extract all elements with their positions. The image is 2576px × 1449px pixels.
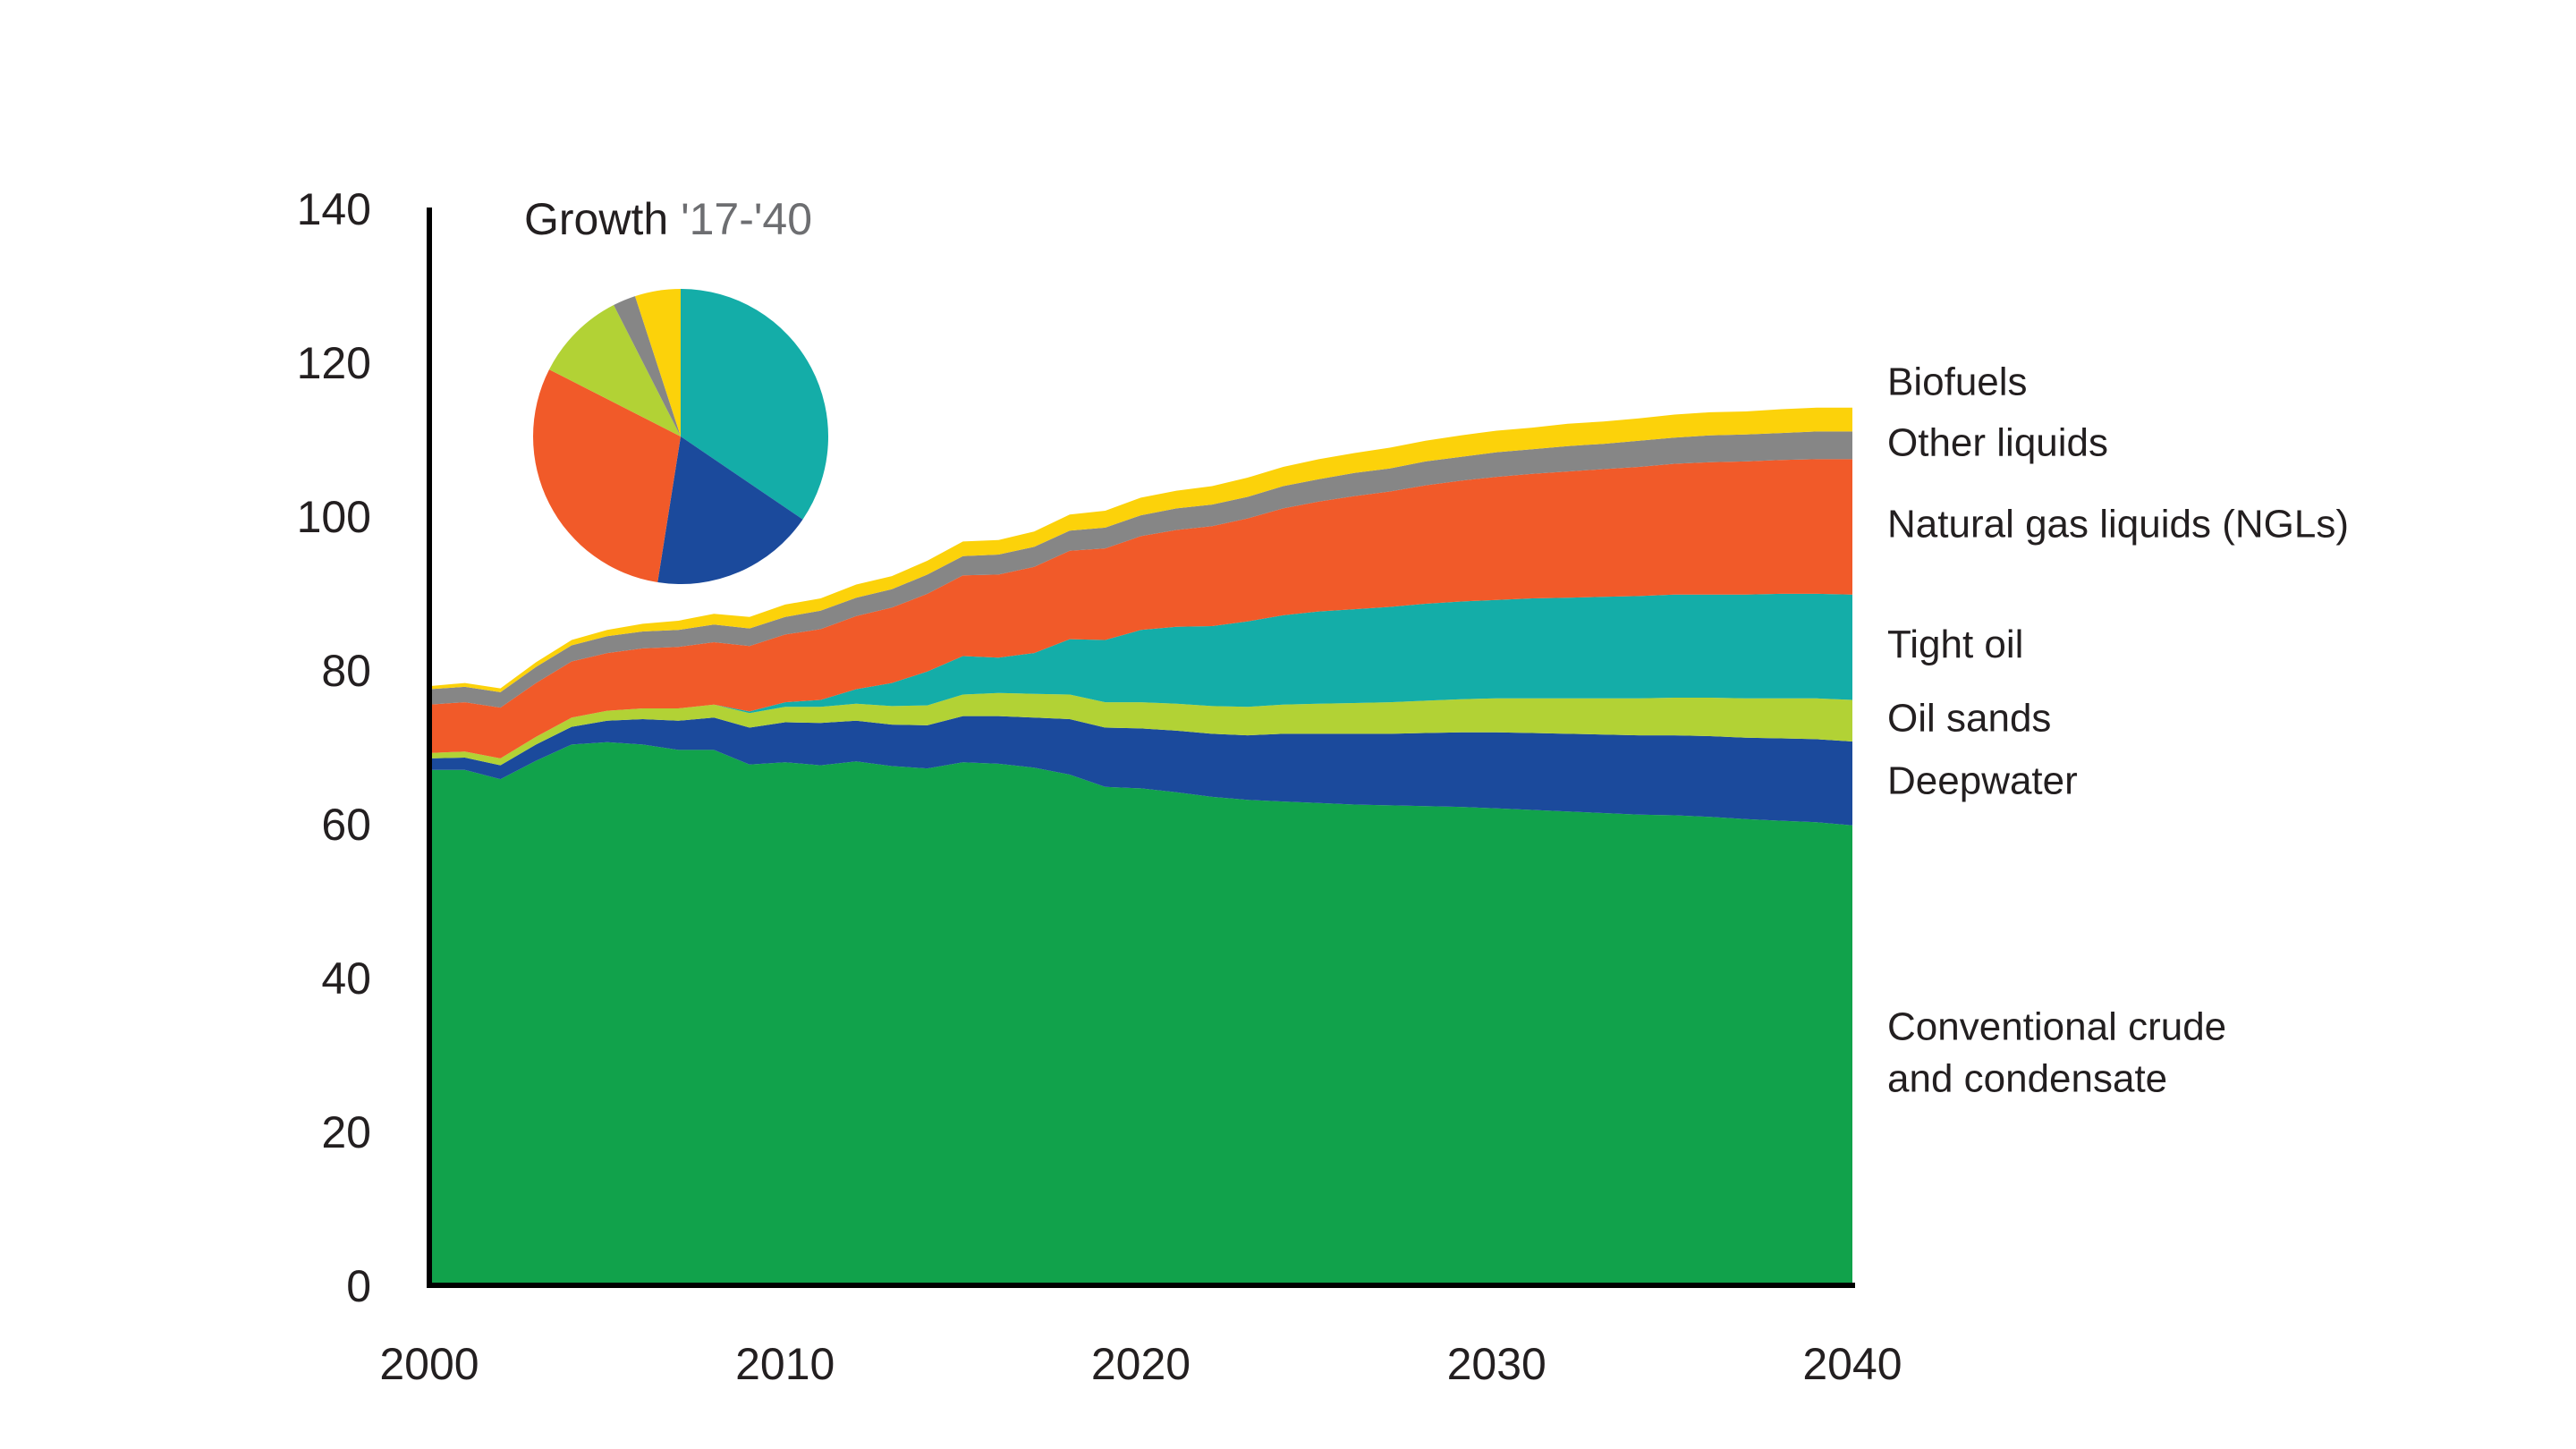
pie-title-years: '17-'40	[681, 194, 812, 244]
area-tight-oil	[429, 593, 1852, 758]
x-tick-labels: 2000 2010 2020 2030 2040	[379, 1339, 1902, 1389]
x-tick-label: 2010	[735, 1339, 835, 1389]
pie-slice-deepwater	[657, 436, 803, 585]
area-deepwater	[429, 716, 1852, 826]
legend-label-conventional-crude-and-condensate: Conventional crude and condensate	[1887, 1004, 2226, 1100]
legend-label-deepwater: Deepwater	[1887, 758, 2078, 802]
legend-label-other-liquids: Other liquids	[1887, 420, 2108, 464]
y-tick-label: 0	[346, 1261, 371, 1311]
y-tick-labels: 0 20 40 60 80 100 120 140	[297, 184, 371, 1311]
x-tick-label: 2040	[1802, 1339, 1902, 1389]
pie-slice-other-liquids	[614, 296, 681, 436]
y-tick-label: 20	[321, 1107, 371, 1157]
x-tick-label: 2000	[379, 1339, 479, 1389]
x-tick-label: 2020	[1091, 1339, 1191, 1389]
pie-slice-tight-oil	[681, 289, 829, 520]
area-oil-sands	[429, 692, 1852, 766]
pie-slices	[533, 289, 829, 585]
y-tick-label: 80	[321, 646, 371, 696]
pie-slice-biofuels	[635, 289, 681, 436]
x-tick-label: 2030	[1447, 1339, 1546, 1389]
area-other-liquids	[429, 431, 1852, 708]
area-conventional-crude-and-condensate	[429, 741, 1852, 1285]
y-tick-label: 100	[297, 492, 371, 542]
pie-slice-oil-sands	[549, 305, 681, 436]
pie-title-main: Growth	[524, 194, 681, 244]
legend-label-oil-sands: Oil sands	[1887, 696, 2051, 740]
legend-label-biofuels: Biofuels	[1887, 360, 2028, 403]
legend-label-tight-oil: Tight oil	[1887, 623, 2023, 666]
stacked-area-series	[429, 407, 1852, 1285]
pie-title: Growth '17-'40	[524, 194, 812, 244]
y-tick-label: 120	[297, 338, 371, 388]
chart-axes	[427, 208, 1855, 1288]
pie-slice-natural-gas-liquids-ngls	[533, 369, 681, 582]
y-tick-label: 40	[321, 953, 371, 1004]
growth-pie-chart: Growth '17-'40	[524, 194, 829, 585]
area-natural-gas-liquids-ngls	[429, 459, 1852, 758]
y-tick-label: 140	[297, 184, 371, 234]
series-legend: Conventional crude and condensate Deepwate…	[1887, 360, 2349, 1100]
legend-label-natural-gas-liquids-ngls: Natural gas liquids (NGLs)	[1887, 503, 2349, 547]
y-tick-label: 60	[321, 800, 371, 850]
